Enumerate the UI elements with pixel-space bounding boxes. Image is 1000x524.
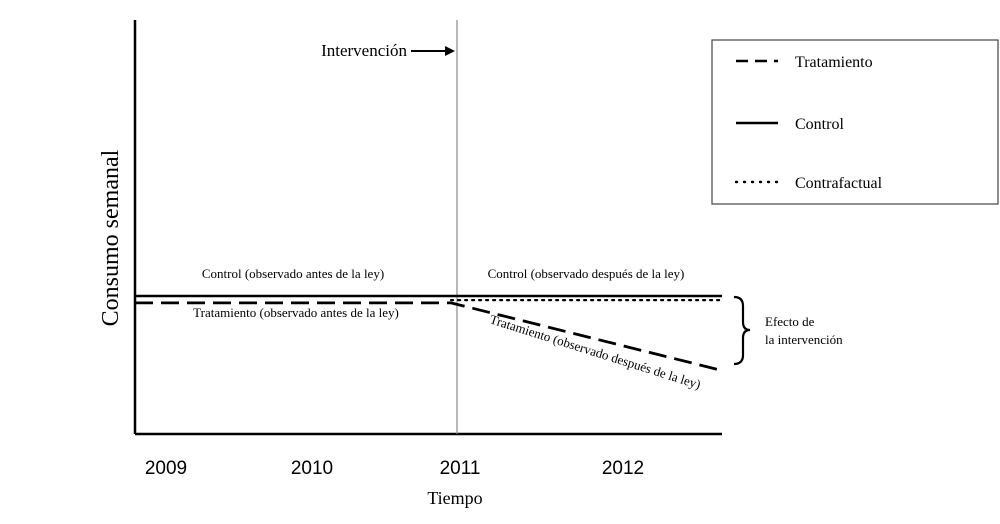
legend-label-tratamiento: Tratamiento	[795, 54, 873, 71]
treatment-before-label: Tratamiento (observado antes de la ley)	[193, 305, 399, 320]
control-before-label: Control (observado antes de la ley)	[202, 266, 384, 281]
x-tick-label: 2010	[291, 458, 333, 479]
effect-label-line1: Efecto de	[765, 314, 815, 329]
legend-label-contrafactual: Contrafactual	[795, 175, 883, 192]
legend: Tratamiento Control Contrafactual	[734, 54, 883, 192]
effect-bracket	[733, 295, 751, 366]
x-axis-label: Tiempo	[427, 488, 482, 508]
control-after-label: Control (observado después de la ley)	[488, 266, 685, 281]
series-line-tratamiento	[135, 301, 723, 372]
x-tick-label: 2011	[440, 458, 481, 479]
x-tick-label: 2009	[145, 458, 187, 479]
intervention-label: Intervención	[321, 41, 407, 60]
effect-label-line2: la intervención	[765, 332, 843, 347]
legend-label-control: Control	[795, 116, 844, 133]
treatment-after-label: Tratamiento (observado después de la ley…	[488, 311, 702, 391]
x-tick-label: 2012	[602, 458, 644, 479]
intervention-arrowhead	[445, 46, 455, 56]
y-axis-label: Consumo semanal	[98, 149, 124, 326]
series-layer	[135, 294, 724, 372]
